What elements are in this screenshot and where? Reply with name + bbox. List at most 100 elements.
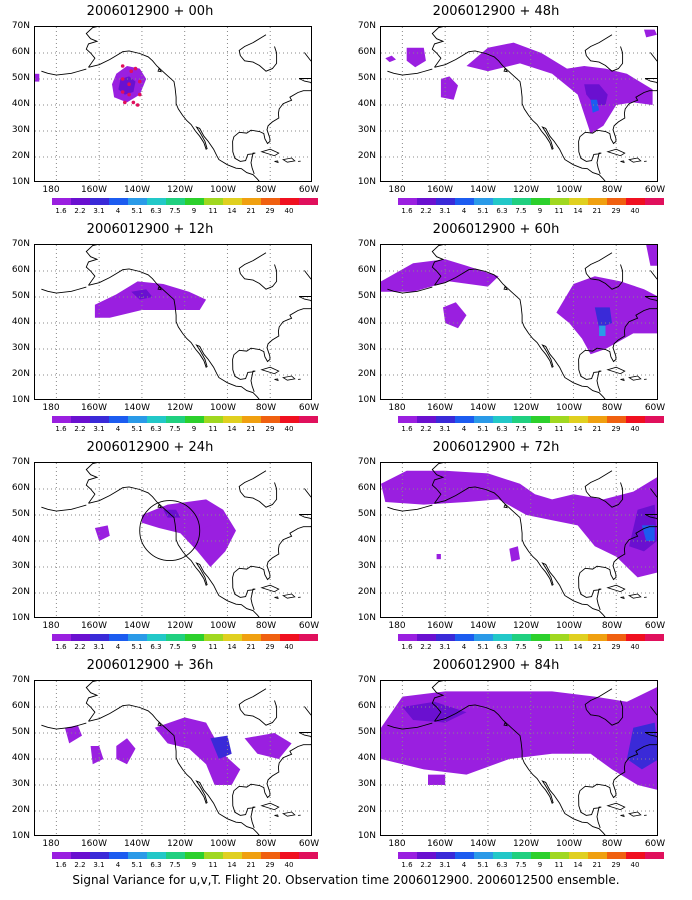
colorbar-label: 7.5 bbox=[169, 861, 181, 869]
island-outline bbox=[628, 157, 642, 163]
colorbar-swatch bbox=[436, 852, 455, 859]
latitude-label: 30N bbox=[11, 343, 30, 353]
colorbar bbox=[52, 198, 318, 205]
coastline bbox=[232, 52, 311, 175]
colorbar-swatch bbox=[417, 634, 436, 641]
map-plot-area bbox=[34, 26, 312, 182]
longitude-label: 100W bbox=[555, 403, 583, 413]
colorbar-label: 29 bbox=[611, 861, 621, 869]
colorbar-swatch bbox=[493, 198, 512, 205]
coastline bbox=[238, 688, 278, 726]
colorbar-swatch bbox=[71, 852, 90, 859]
colorbar-swatch bbox=[493, 634, 512, 641]
longitude-label: 180 bbox=[388, 839, 406, 849]
longitude-label: 60W bbox=[644, 403, 666, 413]
colorbar-label: 40 bbox=[284, 861, 294, 869]
coastline bbox=[85, 681, 99, 722]
longitude-label: 160W bbox=[426, 185, 454, 195]
colorbar-swatch bbox=[242, 634, 261, 641]
map-svg bbox=[35, 27, 311, 181]
colorbar-swatch bbox=[417, 416, 436, 423]
colorbar bbox=[398, 416, 664, 423]
latitude-label: 30N bbox=[357, 343, 376, 353]
variance-region bbox=[94, 281, 207, 318]
colorbar-swatch bbox=[90, 852, 109, 859]
variance-region bbox=[35, 73, 40, 82]
colorbar-swatch bbox=[436, 198, 455, 205]
observation-point bbox=[120, 90, 125, 94]
island-outline bbox=[274, 378, 279, 382]
colorbar-label: 21 bbox=[246, 861, 256, 869]
latitude-label: 30N bbox=[11, 779, 30, 789]
coastline bbox=[387, 504, 433, 512]
variance-region bbox=[644, 29, 657, 38]
coastline bbox=[584, 34, 624, 72]
colorbar-label: 29 bbox=[265, 425, 275, 433]
longitude-label: 100W bbox=[209, 185, 237, 195]
island-outline bbox=[628, 811, 642, 817]
island-outline bbox=[260, 584, 280, 593]
colorbar-label: 9 bbox=[191, 861, 197, 869]
longitude-label: 80W bbox=[255, 403, 277, 413]
coastline bbox=[434, 268, 606, 399]
coastline bbox=[584, 688, 624, 726]
longitude-label: 100W bbox=[209, 839, 237, 849]
colorbar-swatch bbox=[185, 198, 204, 205]
coastline bbox=[232, 270, 311, 393]
colorbar-label: 40 bbox=[630, 861, 640, 869]
colorbar-swatch bbox=[474, 852, 493, 859]
latitude-label: 70N bbox=[11, 457, 30, 467]
panel-title: 2006012900 + 72h bbox=[432, 440, 560, 455]
variance-region bbox=[94, 525, 110, 541]
island-outline bbox=[282, 811, 296, 817]
colorbar-swatch bbox=[512, 634, 531, 641]
colorbar-label: 9 bbox=[191, 425, 197, 433]
colorbar-label: 11 bbox=[208, 861, 218, 869]
colorbar-label: 3.1 bbox=[93, 861, 105, 869]
colorbar-swatch bbox=[90, 634, 109, 641]
colorbar-label: 14 bbox=[227, 861, 237, 869]
latitude-label: 70N bbox=[11, 21, 30, 31]
figure-caption: Signal Variance for u,v,T. Flight 20. Ob… bbox=[72, 873, 620, 887]
island-outline bbox=[503, 67, 509, 73]
variance-region bbox=[641, 525, 655, 541]
colorbar-swatch bbox=[204, 416, 223, 423]
coastline bbox=[41, 286, 87, 294]
variance-region bbox=[381, 470, 657, 578]
colorbar-swatch bbox=[512, 416, 531, 423]
coastline bbox=[434, 50, 606, 181]
coastline bbox=[88, 50, 260, 181]
latitude-label: 70N bbox=[357, 457, 376, 467]
colorbar-swatch bbox=[626, 852, 645, 859]
colorbar-label: 29 bbox=[611, 425, 621, 433]
latitude-label: 60N bbox=[357, 265, 376, 275]
island-outline bbox=[274, 160, 279, 164]
colorbar-label: 11 bbox=[208, 207, 218, 215]
map-plot-area bbox=[380, 680, 658, 836]
island-outline bbox=[620, 160, 625, 164]
colorbar-label: 1.6 bbox=[401, 861, 413, 869]
latitude-label: 70N bbox=[11, 675, 30, 685]
colorbar-swatch bbox=[261, 852, 280, 859]
colorbar-label: 40 bbox=[630, 425, 640, 433]
colorbar-label: 2.2 bbox=[74, 425, 86, 433]
colorbar-swatch bbox=[550, 198, 569, 205]
latitude-label: 20N bbox=[11, 151, 30, 161]
variance-region bbox=[509, 546, 520, 562]
coastline bbox=[431, 463, 445, 504]
map-plot-area bbox=[34, 680, 312, 836]
colorbar-swatch bbox=[531, 852, 550, 859]
colorbar-swatch bbox=[166, 852, 185, 859]
colorbar-label: 4 bbox=[461, 861, 467, 869]
island-outline bbox=[503, 503, 509, 509]
colorbar-swatch bbox=[223, 416, 242, 423]
colorbar-swatch bbox=[455, 852, 474, 859]
variance-region bbox=[90, 746, 104, 765]
latitude-label: 10N bbox=[357, 613, 376, 623]
colorbar-swatch bbox=[626, 634, 645, 641]
latitude-label: 10N bbox=[357, 831, 376, 841]
longitude-label: 80W bbox=[601, 403, 623, 413]
longitude-label: 120W bbox=[512, 185, 540, 195]
longitude-label: 160W bbox=[426, 839, 454, 849]
colorbar-swatch bbox=[261, 634, 280, 641]
